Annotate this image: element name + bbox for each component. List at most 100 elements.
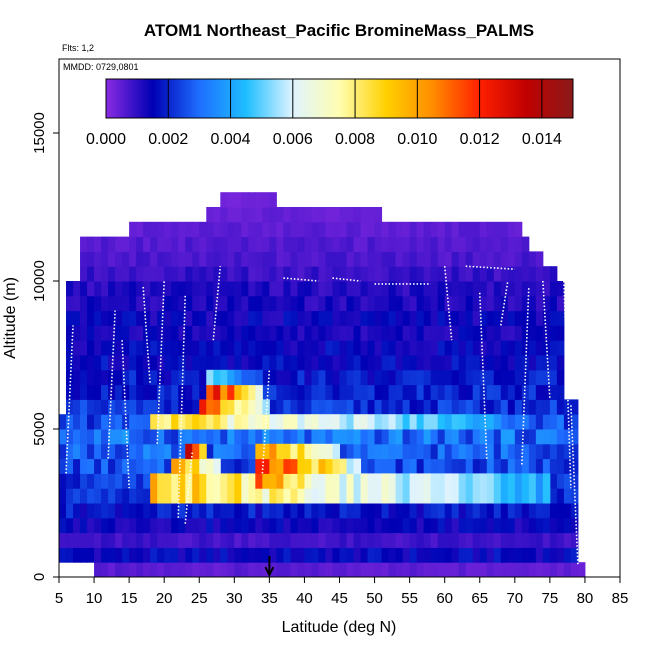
heatmap-cell — [276, 517, 284, 534]
heatmap-cell — [479, 429, 488, 445]
heatmap-cell — [451, 221, 460, 238]
heatmap-cell — [59, 532, 67, 548]
heatmap-cell — [437, 236, 446, 252]
heatmap-cell — [437, 562, 446, 577]
heatmap-cell — [199, 340, 207, 356]
heatmap-cell — [164, 503, 172, 519]
heatmap-cell — [535, 310, 544, 326]
heatmap-cell — [542, 532, 551, 548]
heatmap-cell — [262, 429, 270, 445]
heatmap-cell — [528, 414, 537, 430]
heatmap-cell — [409, 429, 418, 445]
heatmap-cell — [570, 503, 579, 519]
heatmap-cell — [234, 399, 242, 415]
heatmap-cell — [360, 221, 369, 238]
heatmap-cell — [129, 221, 137, 238]
heatmap-cell — [115, 340, 123, 356]
heatmap-cell — [388, 503, 397, 519]
heatmap-cell — [395, 340, 404, 356]
y-tick-label: 15000 — [31, 112, 48, 154]
heatmap-cell — [269, 236, 277, 252]
heatmap-cell — [458, 325, 467, 341]
heatmap-cell — [423, 414, 432, 430]
heatmap-cell — [255, 266, 263, 282]
heatmap-cell — [80, 429, 88, 445]
heatmap-cell — [108, 429, 116, 445]
heatmap-cell — [248, 266, 256, 282]
heatmap-cell — [353, 251, 362, 267]
heatmap-cell — [325, 325, 333, 341]
heatmap-cell — [465, 310, 474, 326]
heatmap-cell — [402, 340, 411, 356]
heatmap-cell — [514, 399, 523, 415]
heatmap-cell — [185, 562, 193, 577]
heatmap-cell — [507, 310, 516, 326]
heatmap-cell — [73, 340, 81, 356]
heatmap-cell — [311, 310, 319, 326]
heatmap-cell — [458, 266, 467, 282]
heatmap-cell — [458, 562, 467, 577]
heatmap-cell — [276, 207, 284, 223]
heatmap-cell — [297, 547, 305, 563]
heatmap-cell — [199, 429, 207, 445]
heatmap-cell — [318, 384, 326, 400]
heatmap-cell — [402, 458, 411, 474]
heatmap-cell — [367, 458, 376, 474]
heatmap-cell — [465, 429, 474, 445]
heatmap-cell — [227, 207, 235, 223]
heatmap-cell — [297, 281, 305, 297]
heatmap-cell — [157, 547, 165, 563]
heatmap-cell — [234, 221, 242, 238]
heatmap-cell — [311, 399, 319, 415]
heatmap-cell — [374, 266, 383, 282]
heatmap-cell — [521, 562, 530, 577]
heatmap-cell — [346, 443, 355, 460]
heatmap-cell — [325, 355, 333, 371]
heatmap-cell — [304, 207, 312, 223]
heatmap-cell — [430, 251, 439, 267]
heatmap-cell — [122, 369, 130, 386]
heatmap-cell — [108, 488, 116, 504]
heatmap-cell — [423, 547, 432, 563]
heatmap-cell — [164, 458, 172, 474]
heatmap-cell — [262, 207, 270, 223]
heatmap-cell — [122, 488, 130, 504]
heatmap-cell — [402, 295, 411, 312]
heatmap-cell — [451, 443, 460, 460]
heatmap-cell — [234, 355, 242, 371]
heatmap-cell — [430, 532, 439, 548]
heatmap-cell — [290, 443, 298, 460]
flight-track — [107, 310, 116, 459]
heatmap-cell — [402, 281, 411, 297]
heatmap-cell — [136, 532, 144, 548]
heatmap-cell — [500, 221, 509, 238]
heatmap-cell — [472, 414, 481, 430]
heatmap-cell — [570, 414, 579, 430]
heatmap-cell — [332, 384, 340, 400]
heatmap-cell — [416, 562, 425, 577]
heatmap-cell — [563, 473, 572, 489]
heatmap-cell — [325, 221, 333, 238]
heatmap-cell — [206, 340, 214, 356]
heatmap-cell — [549, 458, 558, 474]
heatmap-cell — [164, 340, 172, 356]
heatmap-cell — [304, 443, 312, 460]
heatmap-cell — [108, 562, 116, 577]
heatmap-cell — [521, 251, 530, 267]
heatmap-cell — [430, 429, 439, 445]
heatmap-cell — [290, 281, 298, 297]
heatmap-cell — [157, 532, 165, 548]
heatmap-cell — [136, 221, 144, 238]
heatmap-cell — [283, 562, 291, 577]
heatmap-cell — [374, 310, 383, 326]
heatmap-cell — [465, 473, 474, 504]
heatmap-cell — [262, 473, 270, 489]
heatmap-cell — [234, 443, 242, 460]
heatmap-cell — [262, 384, 270, 400]
heatmap-cell — [528, 532, 537, 548]
heatmap-cell — [255, 399, 263, 415]
heatmap-cell — [73, 488, 81, 504]
heatmap-cell — [451, 281, 460, 297]
heatmap-cell — [94, 251, 102, 267]
heatmap-cell — [535, 429, 544, 445]
